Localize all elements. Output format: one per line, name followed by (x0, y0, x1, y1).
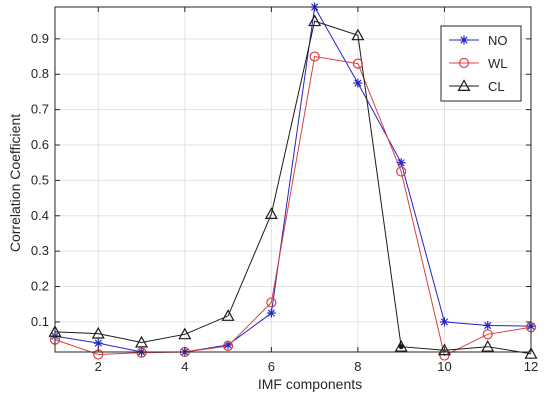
plot-area-border (54, 6, 532, 353)
highlight-point (398, 344, 404, 350)
y-tick-label: 0.2 (31, 279, 49, 294)
data-point-circle (309, 51, 320, 62)
y-tick-label: 0.8 (31, 66, 49, 81)
y-tick-label: 0.6 (31, 137, 49, 152)
series-markers (48, 2, 538, 361)
y-tick-label: 0.3 (31, 243, 49, 258)
data-point-asterisk (223, 340, 233, 350)
data-point-circle (352, 58, 364, 69)
data-point-triangle (481, 339, 495, 352)
data-point-triangle (437, 343, 451, 356)
y-tick-label: 0.1 (31, 314, 49, 329)
data-point-asterisk (353, 78, 363, 88)
y-tick-label: 0.5 (31, 172, 49, 187)
data-point-triangle (308, 14, 322, 27)
data-point-circle (222, 340, 234, 352)
data-point-triangle (135, 335, 149, 348)
y-tick-label: 0.9 (31, 31, 49, 46)
tick-labels: 2 4 6 8 10 12 0.1 0.2 0.3 0.4 0.5 0.6 0.7 0.8 0.9 (31, 31, 538, 374)
x-tick-label: 12 (524, 359, 538, 374)
series-line-cl (54, 20, 532, 355)
data-point-asterisk (266, 308, 276, 318)
y-tick-label: 0.4 (31, 208, 49, 223)
data-point-asterisk (459, 35, 469, 45)
data-point-asterisk (396, 158, 406, 168)
data-point-asterisk (483, 320, 493, 330)
data-point-asterisk (93, 338, 103, 348)
data-point-circle (266, 297, 277, 308)
x-tick-label: 4 (181, 359, 188, 374)
data-point-circle (482, 329, 493, 340)
data-point-triangle (264, 207, 278, 219)
data-point-circle (396, 166, 407, 177)
data-point-triangle (524, 347, 538, 359)
x-axis-label: IMF components (258, 376, 362, 392)
data-point-triangle (457, 79, 471, 92)
y-tick-label: 0.7 (31, 102, 49, 117)
data-point-asterisk (439, 317, 449, 327)
data-point-circle (136, 347, 147, 358)
legend: NO WL CL (440, 25, 522, 102)
data-point-triangle (91, 326, 105, 339)
x-tick-label: 8 (354, 359, 361, 374)
legend-label: CL (488, 79, 505, 94)
y-axis-label: Correlation Coefficient (7, 114, 23, 252)
legend-label: NO (488, 33, 508, 48)
data-point-triangle (351, 28, 365, 41)
axes (54, 6, 532, 353)
x-tick-label: 10 (437, 359, 451, 374)
data-point-triangle (178, 327, 192, 340)
x-tick-label: 2 (95, 359, 102, 374)
data-point-triangle (221, 309, 235, 321)
series-line-no (54, 5, 532, 353)
x-tick-label: 6 (268, 359, 275, 374)
data-point-triangle (394, 339, 408, 352)
data-point-circle (458, 57, 470, 69)
legend-label: WL (488, 56, 508, 71)
